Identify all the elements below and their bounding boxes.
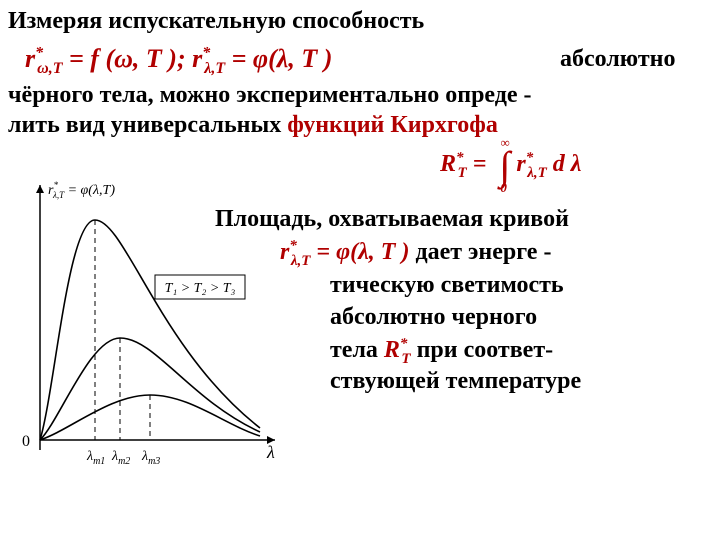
- svg-text:λm1: λm1: [86, 449, 105, 467]
- line4-red: функций Кирхгофа: [287, 112, 498, 138]
- word-absolute: абсолютно: [560, 46, 675, 73]
- int-r-sub: λ,T: [527, 165, 547, 181]
- line10: тела R*T при соответ-: [330, 336, 553, 368]
- chart-svg: T₁ > T₂ > T₃ 0 λ λm1 λm2 λm3 r*λ,T = φ(λ,T): [0, 170, 310, 500]
- l10-R-sub: T: [401, 351, 410, 367]
- line10b: при соответ-: [411, 337, 554, 363]
- line7-tail: дает энерге -: [415, 239, 551, 265]
- f1b-mid: = φ(λ, T ): [225, 44, 332, 73]
- blackbody-chart: T₁ > T₂ > T₃ 0 λ λm1 λm2 λm3 r*λ,T = φ(λ,T): [0, 170, 310, 500]
- f1b-sub: λ,T: [204, 60, 225, 77]
- f1a-mid: = f (ω, T );: [62, 44, 192, 73]
- line4-black: лить вид универсальных: [8, 112, 287, 138]
- line10a: тела: [330, 337, 384, 363]
- line3: чёрного тела, можно экспериментально опр…: [8, 82, 532, 109]
- svg-text:r*λ,T = φ(λ,T): r*λ,T = φ(λ,T): [48, 180, 115, 200]
- int-eq: =: [467, 151, 493, 177]
- f1a-r: r: [25, 44, 35, 73]
- int-tail: d λ: [547, 151, 582, 177]
- int-r-sup: *: [526, 150, 534, 166]
- svg-text:λ: λ: [266, 442, 275, 462]
- int-R-sup: *: [456, 150, 464, 166]
- line4: лить вид универсальных функций Кирхгофа: [8, 112, 498, 139]
- integral-formula: R*T = ∞ ∫ 0 r*λ,T d λ: [440, 150, 581, 182]
- svg-text:λm2: λm2: [111, 449, 130, 467]
- f1b-r: r: [192, 44, 202, 73]
- formula-1: r*ω,T = f (ω, T ); r*λ,T = φ(λ, T ): [25, 44, 332, 78]
- line9: абсолютно черного: [330, 304, 537, 331]
- svg-text:T₁ > T₂ > T₃: T₁ > T₂ > T₃: [165, 281, 236, 296]
- svg-text:0: 0: [22, 433, 30, 450]
- int-R-sub: T: [458, 165, 467, 181]
- line8: тическую светимость: [330, 272, 564, 299]
- f1a-sub: ω,T: [37, 60, 62, 77]
- svg-text:λm3: λm3: [141, 449, 160, 467]
- heading-text: Измеряя испускательную способность: [8, 8, 424, 35]
- int-bot: 0: [500, 180, 507, 196]
- f2-mid: = φ(λ, T ): [310, 239, 409, 265]
- l10-R-sup: *: [400, 336, 408, 352]
- int-top: ∞: [500, 135, 509, 151]
- f1b-sup: *: [202, 44, 210, 61]
- formula-2-row: r*λ,T = φ(λ, T ) дает энерге -: [280, 238, 551, 270]
- f1a-sup: *: [35, 44, 43, 61]
- int-r: r: [516, 151, 525, 177]
- l10-R: R: [384, 337, 400, 363]
- line11: ствующей температуре: [330, 368, 581, 395]
- int-R: R: [440, 151, 456, 177]
